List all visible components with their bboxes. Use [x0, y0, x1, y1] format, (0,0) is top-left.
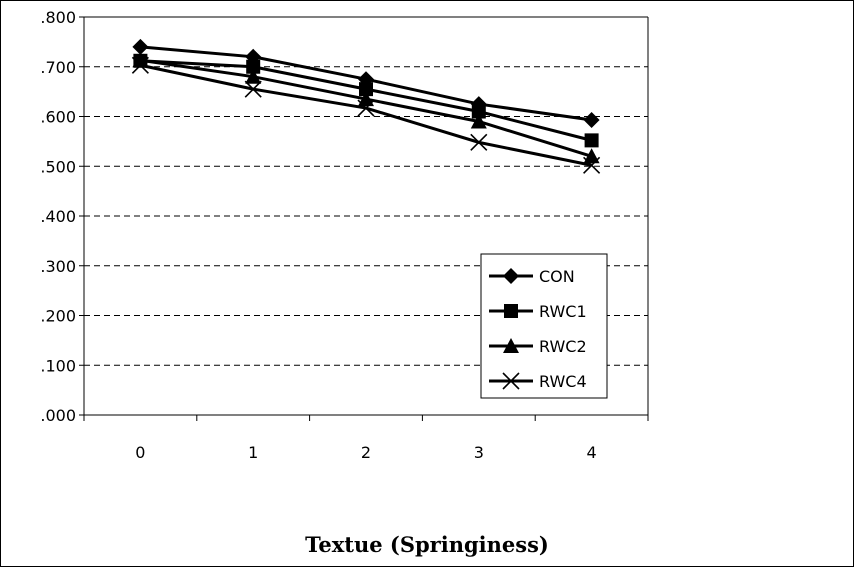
y-tick-label: .300	[40, 257, 76, 276]
data-point	[358, 91, 374, 107]
y-tick-label: .500	[40, 157, 76, 176]
x-tick-labels: 0 1 2 3 4	[135, 443, 596, 462]
y-tick-label: .400	[40, 207, 76, 226]
y-tick-label: .000	[40, 406, 76, 425]
x-tick-label: 0	[135, 443, 145, 462]
y-tick-label: .100	[40, 356, 76, 375]
data-point	[583, 111, 600, 128]
legend: CON RWC1 RWC2 RWC4	[480, 253, 608, 399]
data-point	[583, 156, 601, 174]
data-point	[246, 59, 261, 74]
series	[131, 38, 601, 174]
y-tick-label: .700	[40, 58, 76, 77]
data-point	[583, 148, 600, 164]
legend-label: RWC2	[539, 337, 587, 356]
legend-marker	[502, 372, 520, 390]
legend-box	[480, 253, 608, 399]
axes	[79, 16, 649, 421]
legend-label: RWC1	[539, 302, 587, 321]
chart-title: Textue (Springiness)	[305, 532, 549, 557]
data-point	[244, 80, 262, 98]
data-point	[245, 48, 262, 65]
data-point	[132, 52, 149, 68]
series-rwc2	[132, 52, 600, 164]
x-tick-label: 2	[361, 443, 371, 462]
legend-marker	[503, 268, 519, 284]
legend-entry: RWC1	[489, 302, 587, 321]
data-point	[132, 38, 149, 55]
legend-marker	[503, 338, 519, 353]
legend-label: RWC4	[539, 372, 587, 391]
x-tick-label: 1	[248, 443, 258, 462]
series-rwc4	[131, 56, 601, 174]
legend-entry: CON	[489, 267, 575, 286]
x-tick-label: 4	[587, 443, 597, 462]
data-point	[359, 82, 373, 97]
legend-marker	[504, 304, 518, 318]
y-tick-label: .800	[40, 8, 76, 27]
data-point	[470, 133, 488, 151]
legend-entry: RWC4	[489, 372, 587, 391]
data-point	[131, 56, 149, 74]
y-tick-labels: .000 .100 .200 .300 .400 .500 .600 .700 .800	[40, 8, 76, 425]
data-point	[470, 113, 487, 129]
legend-label: CON	[539, 267, 575, 286]
y-tick-label: .600	[40, 108, 76, 127]
legend-entry: RWC2	[489, 337, 587, 356]
data-point	[584, 133, 599, 148]
data-point	[357, 99, 375, 117]
data-point	[471, 104, 486, 119]
data-point	[245, 68, 262, 84]
y-tick-label: .200	[40, 307, 76, 326]
x-tick-label: 3	[474, 443, 484, 462]
